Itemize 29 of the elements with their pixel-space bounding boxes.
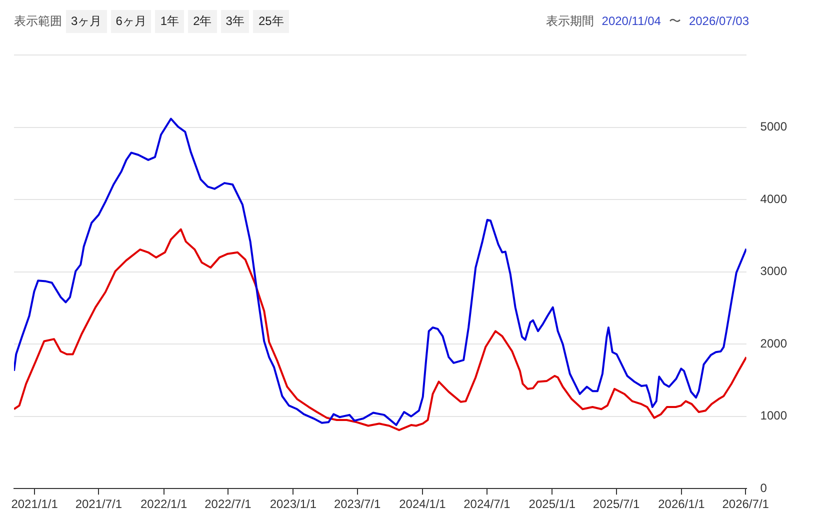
x-tick-label: 2026/7/1 [722,497,770,512]
text: 〜 [668,12,681,30]
x-tick-label: 2022/7/1 [204,497,252,512]
text: 25年 [253,10,289,32]
text: 2026/07/03 [688,14,749,28]
x-tick-label: 2021/1/1 [11,497,58,512]
x-tick-label: 2021/7/1 [75,497,122,512]
text: 6ヶ月 [110,10,152,32]
y-tick-label: 3000 [760,264,788,278]
y-tick-label: 2000 [760,336,788,350]
y-tick-label: 0 [760,480,768,495]
text: 2020/11/04 [602,14,661,28]
x-tick-label: 2025/1/1 [528,497,576,512]
text: 3ヶ月 [66,10,107,32]
text: 表示期間 [546,12,594,30]
text: 2年 [188,10,217,32]
x-tick-label: 2024/7/1 [464,497,511,512]
x-tick-label: 2025/7/1 [592,497,640,512]
y-tick-label: 5000 [760,120,788,134]
x-tick-label: 2023/1/1 [270,497,317,512]
text: 3年 [220,10,250,32]
text: 1年 [155,10,184,32]
text: 表示範囲 [14,12,62,30]
x-tick-label: 2022/1/1 [140,497,188,512]
x-tick-label: 2026/1/1 [658,497,706,512]
y-tick-label: 1000 [760,408,788,423]
x-tick-label: 2023/7/1 [334,497,381,512]
y-tick-label: 4000 [760,192,788,206]
x-tick-label: 2024/1/1 [399,497,446,512]
